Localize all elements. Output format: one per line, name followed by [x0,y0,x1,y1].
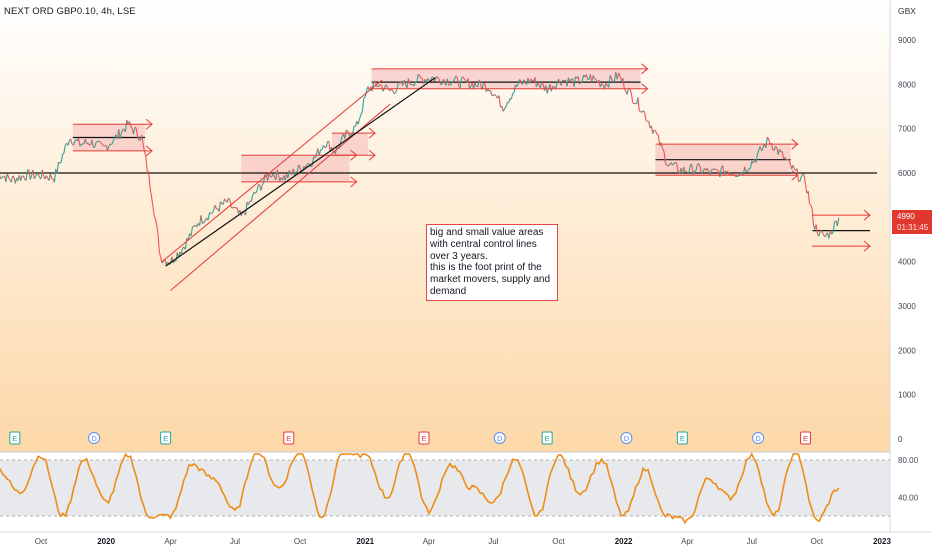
price-segment [717,170,718,171]
price-segment [377,86,378,87]
price-segment [233,207,234,208]
price-segment [749,168,750,169]
time-tick-label: 2022 [615,537,633,546]
price-segment [513,93,514,94]
time-tick-label: 2023 [873,537,891,546]
event-marker-label-0: E [12,434,17,443]
price-segment [1,178,2,179]
price-tick-label: 4000 [898,258,916,267]
last-price-tag: 4990 01:31:45 [892,210,932,234]
time-tick-label: Apr [681,537,694,546]
price-segment [231,207,232,208]
price-tick-label: 6000 [898,169,916,178]
event-marker-label-3: E [286,434,291,443]
price-segment [93,147,94,148]
value-area-1 [241,155,349,182]
price-tick-label: 1000 [898,391,916,400]
event-marker-label-7: D [624,434,630,443]
time-tick-label: Oct [294,537,307,546]
price-segment [613,81,614,82]
price-segment [421,78,422,79]
price-segment [147,171,148,172]
oscillator-tick-label: 80.00 [898,456,919,465]
price-segment [646,121,647,122]
price-segment [346,130,347,131]
time-tick-label: 2021 [356,537,374,546]
price-tick-label: 3000 [898,302,916,311]
time-tick-label: Oct [552,537,565,546]
currency-label: GBX [898,6,916,16]
time-tick-label: Jul [488,537,498,546]
price-segment [410,84,411,85]
symbol-title[interactable]: NEXT ORD GBP0.10, 4h, LSE [4,6,136,17]
event-marker-label-2: E [163,434,168,443]
price-tick-label: 0 [898,435,903,444]
time-tick-label: Jul [230,537,240,546]
bar-countdown: 01:31:45 [897,222,932,233]
price-tick-label: 2000 [898,346,916,355]
time-tick-label: 2020 [97,537,115,546]
time-tick-label: Oct [811,537,824,546]
oscillator-tick-label: 40.00 [898,493,919,502]
price-segment [654,130,655,131]
price-segment [60,162,61,163]
price-segment [714,169,715,170]
event-marker-label-6: E [545,434,550,443]
price-segment [234,207,235,208]
price-tick-label: 8000 [898,80,916,89]
annotation-note[interactable]: big and small value areas with central c… [426,224,558,301]
price-segment [443,80,444,81]
event-marker-label-4: E [421,434,426,443]
event-marker-label-8: E [680,434,685,443]
event-marker-label-1: D [91,434,97,443]
price-tick-label: 9000 [898,36,916,45]
price-segment [81,144,82,145]
price-segment [727,172,728,173]
price-segment [726,171,727,172]
price-segment [688,172,689,173]
oscillator-layer [0,454,890,523]
time-tick-label: Apr [164,537,177,546]
event-marker-label-10: E [803,434,808,443]
price-segment [380,85,381,86]
price-segment [209,213,210,214]
time-tick-label: Oct [35,537,48,546]
event-marker-label-5: D [497,434,503,443]
price-tick-label: 7000 [898,125,916,134]
time-tick-label: Jul [747,537,757,546]
time-tick-label: Apr [423,537,436,546]
last-price-value: 4990 [897,211,932,222]
event-marker-label-9: D [755,434,761,443]
price-segment [202,223,203,224]
